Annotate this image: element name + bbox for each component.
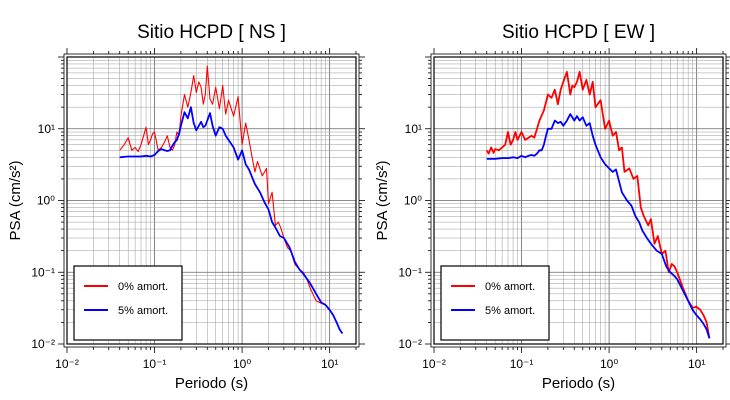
legend-label: 5% amort. xyxy=(485,305,535,317)
y-tick-label: 10⁰ xyxy=(404,194,422,208)
legend: 0% amort. 5% amort. xyxy=(73,265,183,341)
legend-box xyxy=(440,265,550,341)
tick-marks xyxy=(425,48,730,353)
x-axis-label: Periodo (s) xyxy=(175,375,248,392)
series-line-amort-0 xyxy=(485,71,711,339)
x-tick-label: 10⁻² xyxy=(422,357,446,371)
x-tick-label: 10¹ xyxy=(321,357,338,371)
legend-label: 5% amort. xyxy=(118,305,168,317)
y-tick-label: 10⁻¹ xyxy=(398,265,422,279)
y-tick-label: 10⁻² xyxy=(398,337,422,351)
series-line-amort-5 xyxy=(486,113,711,339)
tick-marks xyxy=(58,48,365,353)
chart-panel-2: 10⁻² 10⁻¹ 10⁰ 10¹ 10⁻² 10⁻¹ 10⁰ 10¹ Sitio HCPD [… xyxy=(374,22,730,392)
y-tick-label: 10⁻¹ xyxy=(31,265,55,279)
y-tick-label: 10¹ xyxy=(405,122,422,136)
legend-box xyxy=(73,265,183,341)
y-tick-label: 10⁻² xyxy=(31,337,55,351)
legend-label: 0% amort. xyxy=(485,281,535,293)
x-tick-label: 10¹ xyxy=(688,357,705,371)
legend-label: 0% amort. xyxy=(118,281,168,293)
x-tick-label: 10⁻¹ xyxy=(510,357,534,371)
y-tick-label: 10⁰ xyxy=(37,194,55,208)
series-line-amort-5 xyxy=(119,106,344,335)
x-tick-label: 10⁰ xyxy=(233,357,251,371)
y-axis-label: PSA (cm/s²) xyxy=(374,160,391,240)
plot-frame xyxy=(433,56,724,345)
chart-title: Sitio HCPD [ EW ] xyxy=(502,22,655,43)
legend: 0% amort. 5% amort. xyxy=(440,265,550,341)
x-tick-label: 10⁻¹ xyxy=(143,357,167,371)
x-tick-label: 10⁻² xyxy=(55,357,79,371)
plot-frame xyxy=(66,56,357,345)
chart-title: Sitio HCPD [ NS ] xyxy=(137,22,286,43)
x-tick-label: 10⁰ xyxy=(600,357,618,371)
x-axis-label: Periodo (s) xyxy=(542,375,615,392)
y-tick-label: 10¹ xyxy=(38,122,55,136)
chart-panel-1: 10⁻² 10⁻¹ 10⁰ 10¹ 10⁻² 10⁻¹ 10⁰ 10¹ Sitio HCPD [… xyxy=(7,22,365,392)
y-axis-label: PSA (cm/s²) xyxy=(7,160,24,240)
